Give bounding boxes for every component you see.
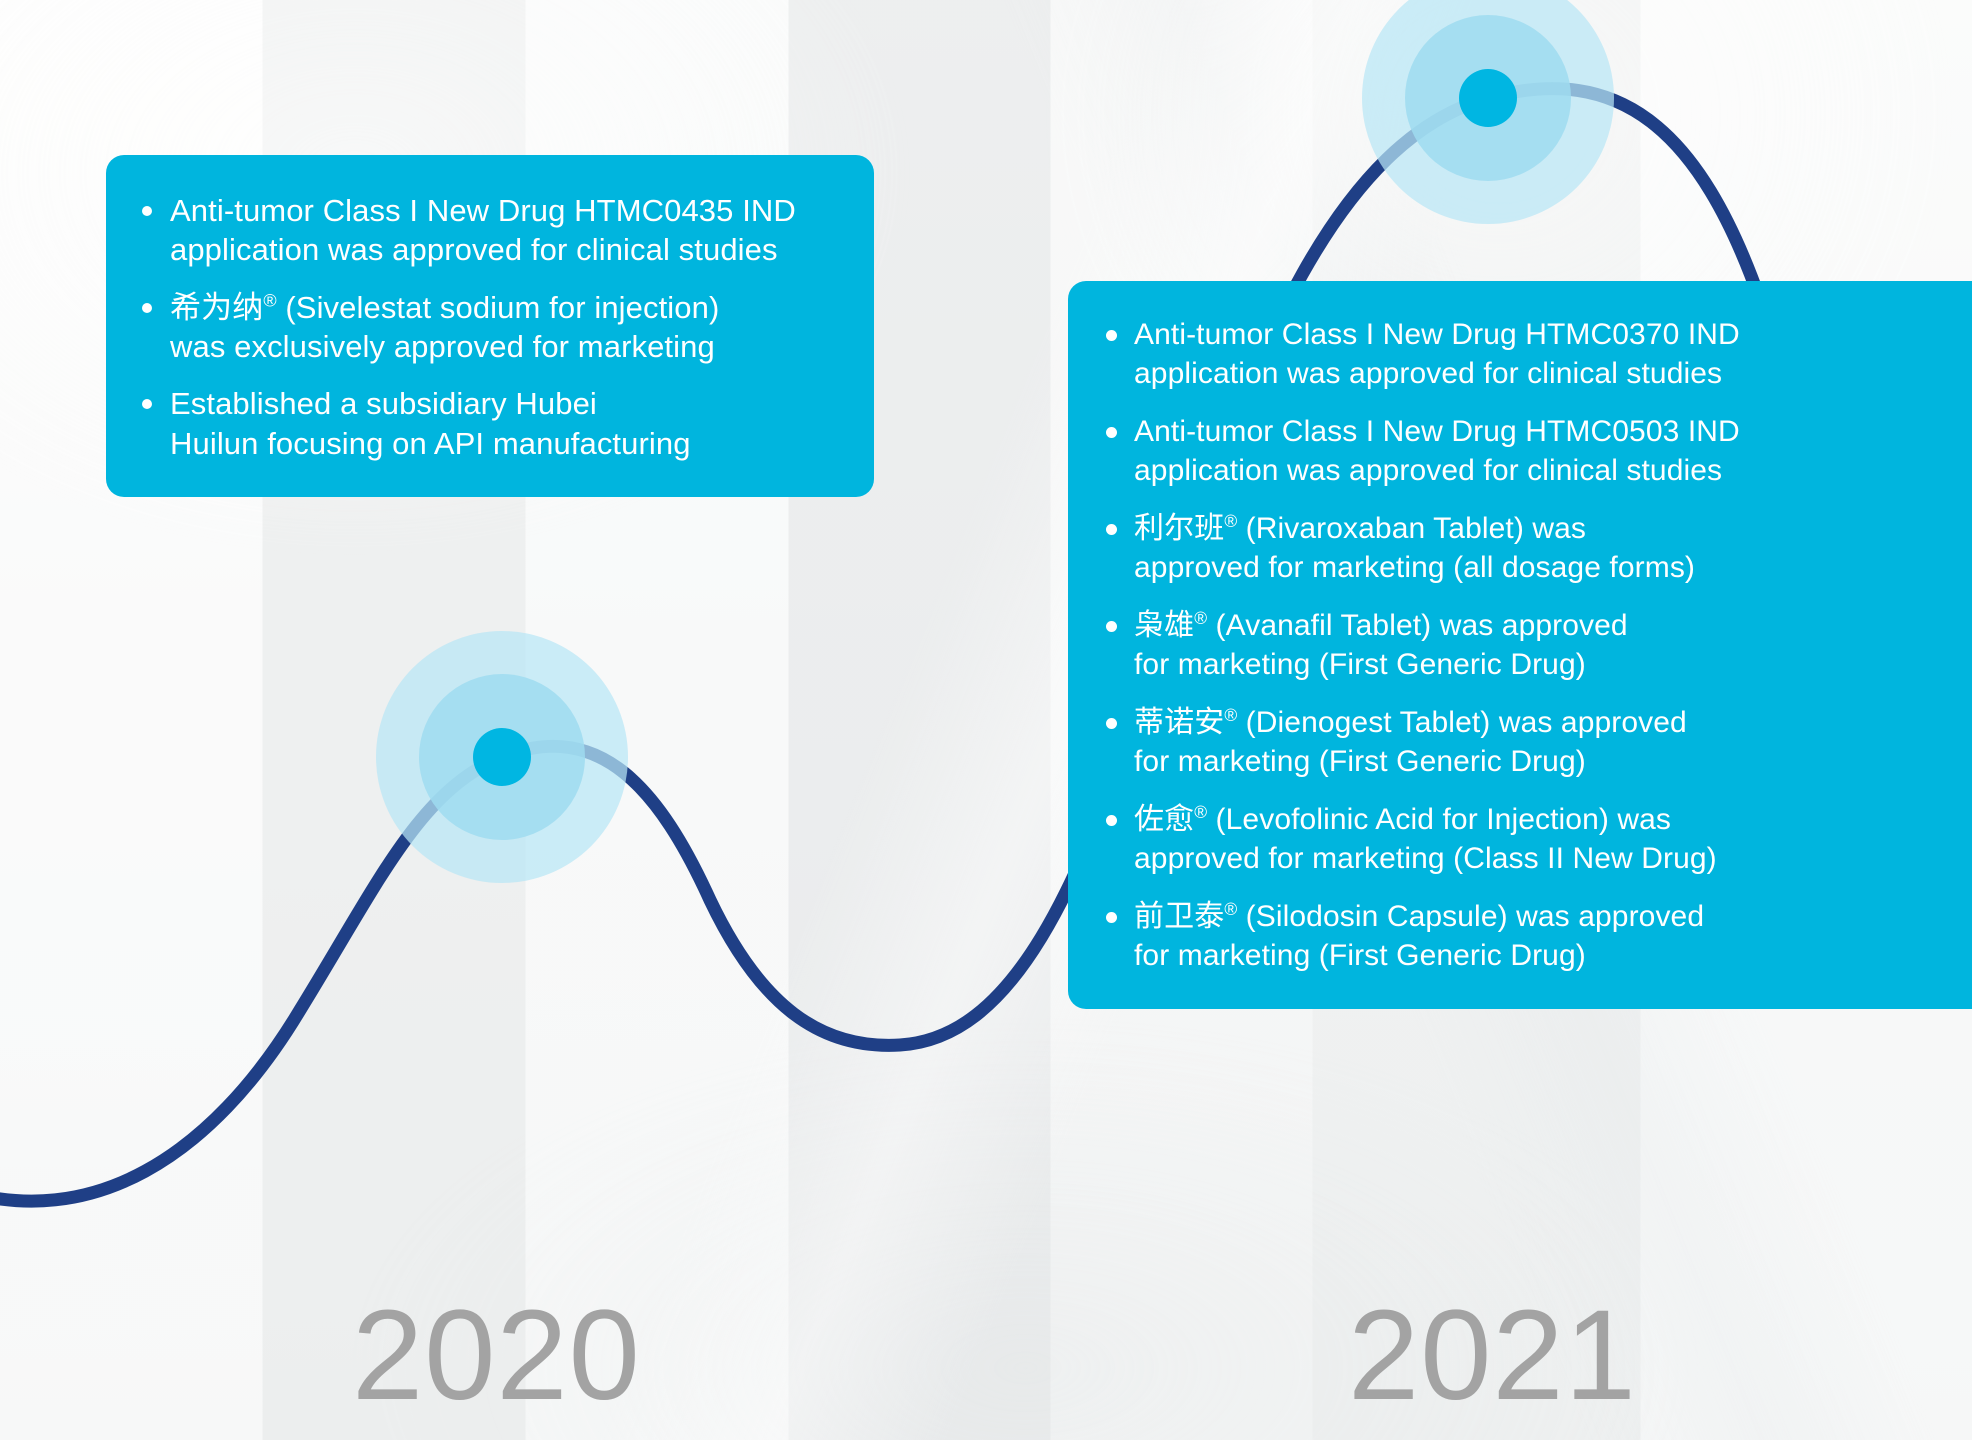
bullet-dot-icon [142,302,152,313]
bullet-dot-icon [1106,621,1117,632]
list-item: 利尔班® (Rivaroxaban Tablet) was approved f… [1098,509,1972,587]
list-item: Anti-tumor Class I New Drug HTMC0503 IND… [1098,412,1972,490]
bullet-text: 希为纳® (Sivelestat sodium for injection) w… [170,289,720,365]
bullet-dot-icon [1106,330,1117,341]
bullet-text: Anti-tumor Class I New Drug HTMC0435 IND… [170,193,796,268]
registered-trademark-icon: ® [1194,608,1208,628]
bullet-text: Anti-tumor Class I New Drug HTMC0503 IND… [1134,415,1740,487]
list-item: 蒂诺安® (Dienogest Tablet) was approved for… [1098,703,1972,781]
bullet-text: 佐愈® (Levofolinic Acid for Injection) was… [1134,802,1717,875]
bullet-text: 蒂诺安® (Dienogest Tablet) was approved for… [1134,705,1687,778]
bullet-text: 枭雄® (Avanafil Tablet) was approved for m… [1134,608,1628,681]
year-label-2021: 2021 [1348,1284,1637,1427]
registered-trademark-icon: ® [263,290,277,311]
registered-trademark-icon: ® [1224,705,1238,725]
bullet-text: 利尔班® (Rivaroxaban Tablet) was approved f… [1134,511,1696,584]
milestone-card-2021: Anti-tumor Class I New Drug HTMC0370 IND… [1068,281,1972,1009]
bullet-dot-icon [1106,427,1117,438]
list-item: 希为纳® (Sivelestat sodium for injection) w… [136,288,844,367]
registered-trademark-icon: ® [1224,511,1238,531]
list-item: 枭雄® (Avanafil Tablet) was approved for m… [1098,606,1972,684]
bullet-dot-icon [1106,524,1117,535]
list-item: 佐愈® (Levofolinic Acid for Injection) was… [1098,800,1972,878]
list-item: 前卫泰® (Silodosin Capsule) was approved fo… [1098,897,1972,975]
bullet-dot-icon [142,206,152,216]
milestone-card-2020: Anti-tumor Class I New Drug HTMC0435 IND… [106,155,874,498]
milestone-bullet-list-2021: Anti-tumor Class I New Drug HTMC0370 IND… [1098,315,1972,975]
registered-trademark-icon: ® [1194,802,1208,822]
list-item: Anti-tumor Class I New Drug HTMC0435 IND… [136,191,844,270]
node-core-dot-icon [473,728,531,786]
year-label-2020: 2020 [352,1284,641,1427]
bullet-text: Anti-tumor Class I New Drug HTMC0370 IND… [1134,318,1740,390]
milestone-bullet-list-2020: Anti-tumor Class I New Drug HTMC0435 IND… [136,191,844,463]
list-item: Anti-tumor Class I New Drug HTMC0370 IND… [1098,315,1972,393]
bullet-dot-icon [1106,718,1117,729]
bullet-text: Established a subsidiary Hubei Huilun fo… [170,386,691,461]
bullet-dot-icon [142,399,152,410]
node-core-dot-icon [1459,69,1517,127]
bullet-text: 前卫泰® (Silodosin Capsule) was approved fo… [1134,899,1705,972]
bullet-dot-icon [1106,912,1117,923]
bullet-dot-icon [1106,815,1117,826]
registered-trademark-icon: ® [1224,899,1238,919]
list-item: Established a subsidiary Hubei Huilun fo… [136,384,844,463]
